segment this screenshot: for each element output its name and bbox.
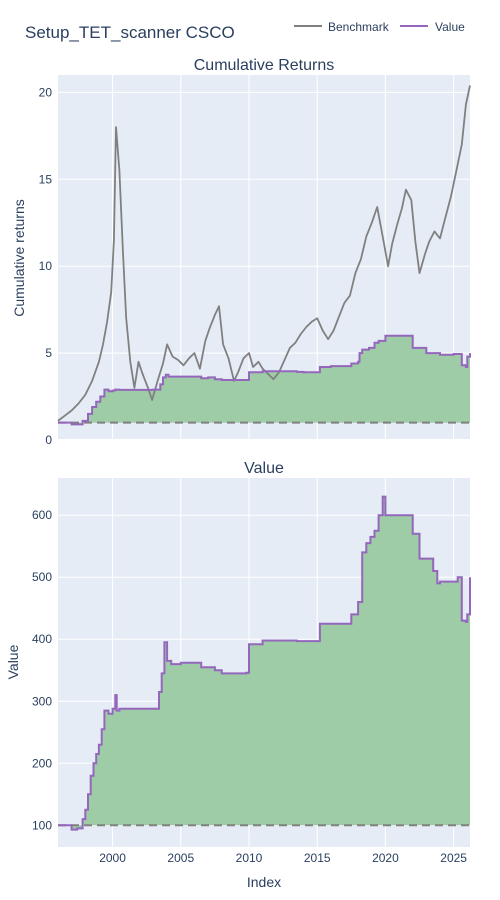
- y-ticks-top: 0 5 10 15 20: [39, 85, 53, 447]
- legend-label-benchmark: Benchmark: [328, 20, 390, 34]
- x-tick-label: 2025: [440, 851, 467, 865]
- y-tick-label: 400: [32, 632, 52, 646]
- y-tick-label: 15: [39, 172, 53, 186]
- plot-layer-top: [57, 85, 471, 426]
- y-tick-label: 10: [39, 259, 53, 273]
- figure-title: Setup_TET_scanner CSCO: [25, 23, 235, 42]
- value-fill-area: [58, 496, 470, 830]
- y-axis-title-bottom: Value: [5, 644, 21, 679]
- series-line-value: [58, 334, 471, 426]
- y-tick-label: 20: [39, 85, 53, 99]
- legend: Benchmark Value: [294, 20, 465, 34]
- legend-item-benchmark[interactable]: Benchmark: [294, 20, 390, 34]
- y-tick-label: 0: [45, 433, 52, 447]
- x-ticks-bottom: 2000 2005 2010 2015 2020 2025: [99, 851, 467, 865]
- legend-item-value[interactable]: Value: [400, 20, 465, 34]
- x-tick-label: 2015: [304, 851, 331, 865]
- gridlines-top: [58, 75, 470, 441]
- y-tick-label: 200: [32, 756, 52, 770]
- series-line-benchmark: [57, 85, 471, 422]
- y-tick-label: 100: [32, 818, 52, 832]
- y-tick-label: 600: [32, 508, 52, 522]
- y-tick-label: 300: [32, 694, 52, 708]
- series-line-value: [58, 495, 471, 831]
- subplot-top-title: Cumulative Returns: [194, 57, 335, 74]
- value-fill-area: [58, 335, 470, 425]
- plot-layer-bottom: [58, 495, 471, 831]
- y-axis-title-top: Cumulative returns: [11, 199, 27, 317]
- subplot-bottom-title: Value: [244, 460, 284, 477]
- y-tick-label: 5: [45, 346, 52, 360]
- x-tick-label: 2005: [167, 851, 194, 865]
- y-ticks-bottom: 100 200 300 400 500 600: [32, 508, 52, 832]
- x-tick-label: 2000: [99, 851, 126, 865]
- x-axis-title-bottom: Index: [247, 874, 281, 890]
- legend-label-value: Value: [435, 20, 465, 34]
- x-tick-label: 2010: [236, 851, 263, 865]
- y-tick-label: 500: [32, 570, 52, 584]
- x-tick-label: 2020: [372, 851, 399, 865]
